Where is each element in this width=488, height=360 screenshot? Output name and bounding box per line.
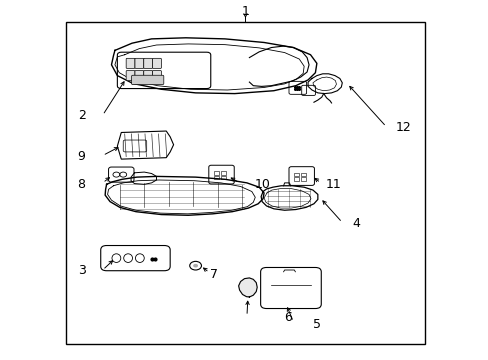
FancyBboxPatch shape bbox=[143, 71, 152, 81]
Text: 12: 12 bbox=[395, 121, 411, 134]
Text: 9: 9 bbox=[78, 150, 85, 163]
Bar bbox=[294, 177, 299, 181]
Bar bbox=[214, 176, 219, 179]
Text: 3: 3 bbox=[78, 264, 85, 277]
Text: 4: 4 bbox=[351, 217, 359, 230]
FancyBboxPatch shape bbox=[131, 75, 163, 85]
FancyBboxPatch shape bbox=[126, 71, 135, 81]
Text: 11: 11 bbox=[325, 178, 340, 191]
Bar bbox=[221, 171, 225, 175]
FancyBboxPatch shape bbox=[152, 58, 161, 68]
Bar bbox=[221, 176, 225, 179]
Text: 5: 5 bbox=[312, 318, 320, 330]
Bar bbox=[301, 173, 305, 176]
Text: 8: 8 bbox=[78, 178, 85, 191]
FancyBboxPatch shape bbox=[126, 58, 135, 68]
Text: 1: 1 bbox=[241, 5, 249, 18]
Text: 7: 7 bbox=[210, 268, 218, 281]
Text: 10: 10 bbox=[254, 178, 269, 191]
Text: 2: 2 bbox=[78, 109, 85, 122]
Circle shape bbox=[193, 264, 198, 267]
Text: 6: 6 bbox=[284, 311, 292, 324]
Bar bbox=[294, 173, 299, 176]
Bar bbox=[214, 171, 219, 175]
FancyBboxPatch shape bbox=[135, 71, 143, 81]
Polygon shape bbox=[238, 278, 257, 297]
FancyBboxPatch shape bbox=[152, 71, 161, 81]
FancyBboxPatch shape bbox=[135, 58, 143, 68]
Bar bbox=[66, 22, 425, 344]
FancyBboxPatch shape bbox=[143, 58, 152, 68]
Bar bbox=[301, 177, 305, 181]
